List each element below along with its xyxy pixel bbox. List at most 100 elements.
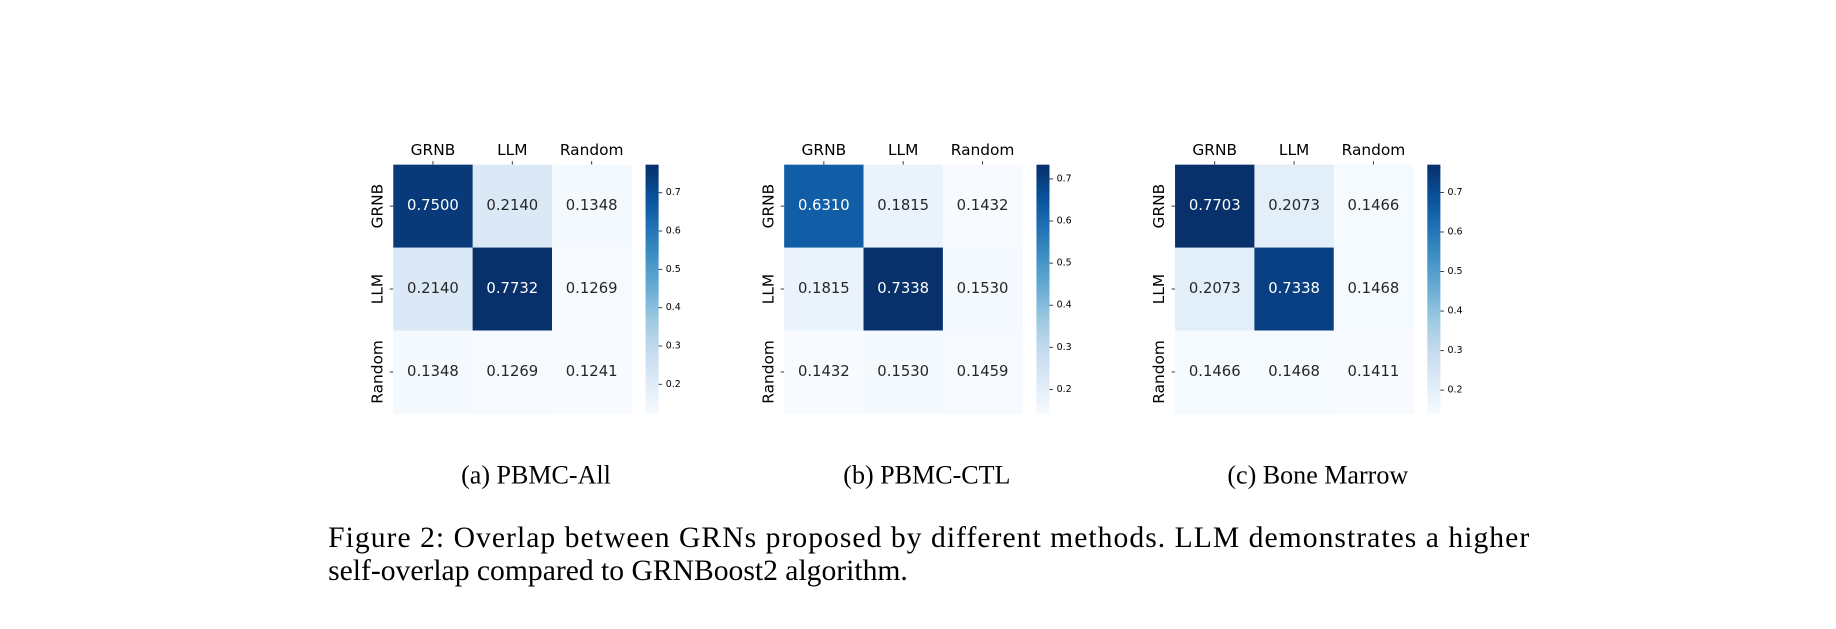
colorbar-segment <box>645 226 659 231</box>
colorbar-segment <box>1427 219 1441 223</box>
colorbar-segment <box>1427 343 1441 347</box>
colorbar-segment <box>645 311 659 315</box>
cell-label: 0.7338 <box>1268 280 1320 297</box>
colorbar-segment <box>1036 177 1050 181</box>
colorbar-segment <box>1427 408 1441 412</box>
cell-label: 0.7703 <box>1189 197 1241 214</box>
colorbar-segment <box>1427 174 1441 178</box>
x-tick-label: GRNB <box>1192 141 1237 159</box>
colorbar-segment <box>1036 236 1050 240</box>
colorbar-segment <box>645 294 659 298</box>
colorbar-segment <box>645 381 659 385</box>
colorbar-segment <box>1427 201 1441 206</box>
colorbar-segment <box>1036 216 1050 221</box>
colorbar-segment <box>1427 373 1441 377</box>
colorbar-segment <box>645 169 659 173</box>
colorbar-segment <box>1427 279 1441 283</box>
colorbar-segment <box>1427 313 1441 318</box>
figure-caption: Figure 2: Overlap between GRNs proposed … <box>328 522 1529 554</box>
x-tick-label: Random <box>560 141 624 159</box>
colorbar-segment <box>1036 341 1050 345</box>
colorbar-segment <box>1036 353 1050 357</box>
colorbar-segment <box>1427 216 1441 221</box>
colorbar-segment <box>645 236 659 240</box>
colorbar-segment <box>645 219 659 223</box>
colorbar-segment <box>645 303 659 308</box>
colorbar-segment <box>1427 289 1441 293</box>
colorbar-segment <box>1036 174 1050 178</box>
colorbar-segment <box>1427 353 1441 357</box>
colorbar-segment <box>645 264 659 268</box>
colorbar-segment <box>1427 331 1441 335</box>
colorbar-segment <box>645 388 659 392</box>
cell-label: 0.2140 <box>407 280 459 297</box>
colorbar-segment <box>1036 333 1050 338</box>
colorbar-segment <box>645 353 659 357</box>
colorbar-segment <box>1427 192 1441 196</box>
colorbar-segment <box>1427 376 1441 380</box>
colorbar-segment <box>1427 358 1441 362</box>
colorbar-segment <box>1427 338 1441 342</box>
colorbar-segment <box>1036 244 1050 248</box>
colorbar-segment <box>645 214 659 218</box>
colorbar-segment <box>1036 259 1050 263</box>
colorbar-segment <box>1036 358 1050 362</box>
colorbar-segment <box>1036 328 1050 333</box>
colorbar-segment <box>1427 231 1441 236</box>
x-tick-label: LLM <box>1279 141 1309 159</box>
colorbar-segment <box>1036 291 1050 295</box>
colorbar-segment <box>1036 221 1050 226</box>
colorbar-segment <box>645 172 659 176</box>
colorbar-segment <box>645 351 659 355</box>
colorbar-segment <box>1427 346 1441 350</box>
colorbar-segment <box>1036 289 1050 293</box>
colorbar-segment <box>1036 271 1050 275</box>
colorbar-segment <box>1036 249 1050 253</box>
colorbar-segment <box>1036 351 1050 355</box>
colorbar-segment <box>645 259 659 263</box>
colorbar-segment <box>1427 269 1441 273</box>
colorbar-segment <box>645 204 659 208</box>
colorbar-segment <box>1427 259 1441 263</box>
colorbar-segment <box>645 177 659 181</box>
colorbar-segment <box>1036 229 1050 233</box>
colorbar-segment <box>1427 316 1441 320</box>
colorbar-segment <box>1036 381 1050 385</box>
cell-label: 0.1530 <box>957 280 1009 297</box>
cell-label: 0.1815 <box>877 197 929 214</box>
colorbar-segment <box>1036 276 1050 280</box>
colorbar-segment <box>1036 391 1050 395</box>
colorbar-segment <box>645 284 659 288</box>
heatmap-cell <box>784 330 865 414</box>
colorbar-segment <box>645 164 659 168</box>
y-tick-label: GRNB <box>759 184 777 229</box>
colorbar-segment <box>645 276 659 280</box>
colorbar-segment <box>1036 303 1050 308</box>
colorbar-segment <box>645 281 659 285</box>
cell-label: 0.6310 <box>798 197 850 214</box>
colorbar-segment <box>1427 395 1441 400</box>
heatmap-cell <box>1333 330 1414 414</box>
colorbar-segment <box>1427 169 1441 173</box>
colorbar-segment <box>645 244 659 248</box>
colorbar-segment <box>1427 261 1441 265</box>
colorbar-segment <box>1427 318 1441 323</box>
colorbar-segment <box>1427 254 1441 258</box>
colorbar-segment <box>645 201 659 206</box>
colorbar-segment <box>1036 199 1050 203</box>
colorbar-segment <box>1427 311 1441 315</box>
colorbar-segment <box>645 174 659 178</box>
colorbar-segment <box>1427 251 1441 255</box>
colorbar-segment <box>1036 346 1050 350</box>
colorbar-tick-label: 0.2 <box>1057 384 1072 395</box>
colorbar-segment <box>1036 378 1050 382</box>
colorbar-segment <box>1427 221 1441 226</box>
colorbar-segment <box>1427 211 1441 216</box>
colorbar-segment <box>1036 209 1050 213</box>
cell-label: 0.1348 <box>566 197 618 214</box>
cell-label: 0.1530 <box>877 363 929 380</box>
colorbar-segment <box>1036 189 1050 193</box>
colorbar-segment <box>1427 306 1441 310</box>
heatmap-cell <box>784 247 865 332</box>
colorbar-segment <box>1427 383 1441 387</box>
